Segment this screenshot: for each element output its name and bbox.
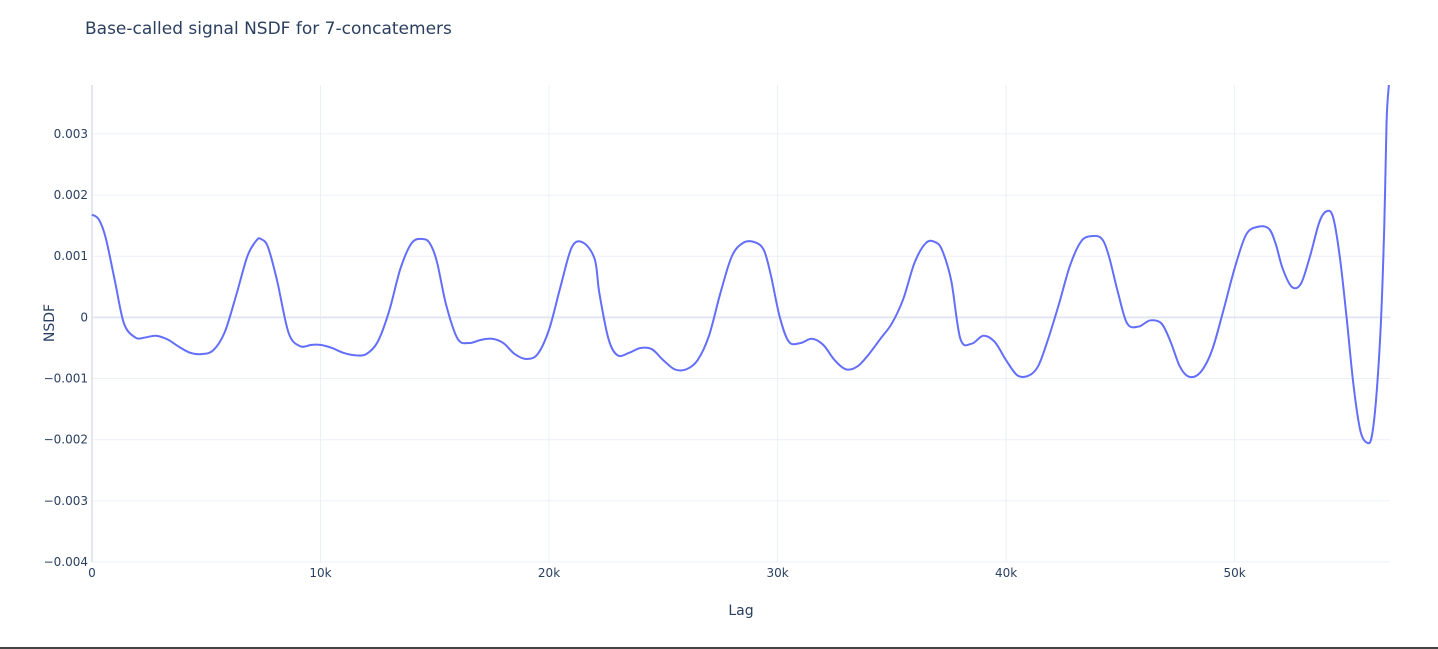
chart-title: Base-called signal NSDF for 7-concatemer… xyxy=(85,19,452,39)
x-tick-label: 50k xyxy=(1223,566,1245,580)
x-tick-label: 10k xyxy=(309,566,331,580)
y-axis-title: NSDF xyxy=(42,304,58,342)
y-tick-label: −0.004 xyxy=(44,555,88,569)
y-tick-label: −0.001 xyxy=(44,372,88,386)
x-tick-label: 20k xyxy=(538,566,560,580)
gridlines xyxy=(91,85,1390,563)
x-tick-label: 40k xyxy=(995,566,1017,580)
x-tick-label: 30k xyxy=(766,566,788,580)
plot-area[interactable] xyxy=(91,84,1390,445)
y-tick-label: −0.002 xyxy=(44,433,88,447)
series-line[interactable] xyxy=(91,84,1390,445)
x-tick-label: 0 xyxy=(88,566,96,580)
y-tick-label: −0.003 xyxy=(44,494,88,508)
y-axis-ticks: 0.003 0.002 0.001 0 −0.001 −0.002 −0.003 −0.004 xyxy=(44,127,88,569)
x-axis-ticks: 0 10k 20k 30k 40k 50k xyxy=(88,566,1246,580)
y-tick-label: 0.001 xyxy=(54,249,88,263)
y-tick-label: 0.002 xyxy=(54,188,88,202)
y-tick-label: 0.003 xyxy=(54,127,88,141)
y-tick-label: 0 xyxy=(80,310,88,324)
x-axis-title: Lag xyxy=(728,603,753,619)
window-bottom-border xyxy=(0,647,1438,649)
